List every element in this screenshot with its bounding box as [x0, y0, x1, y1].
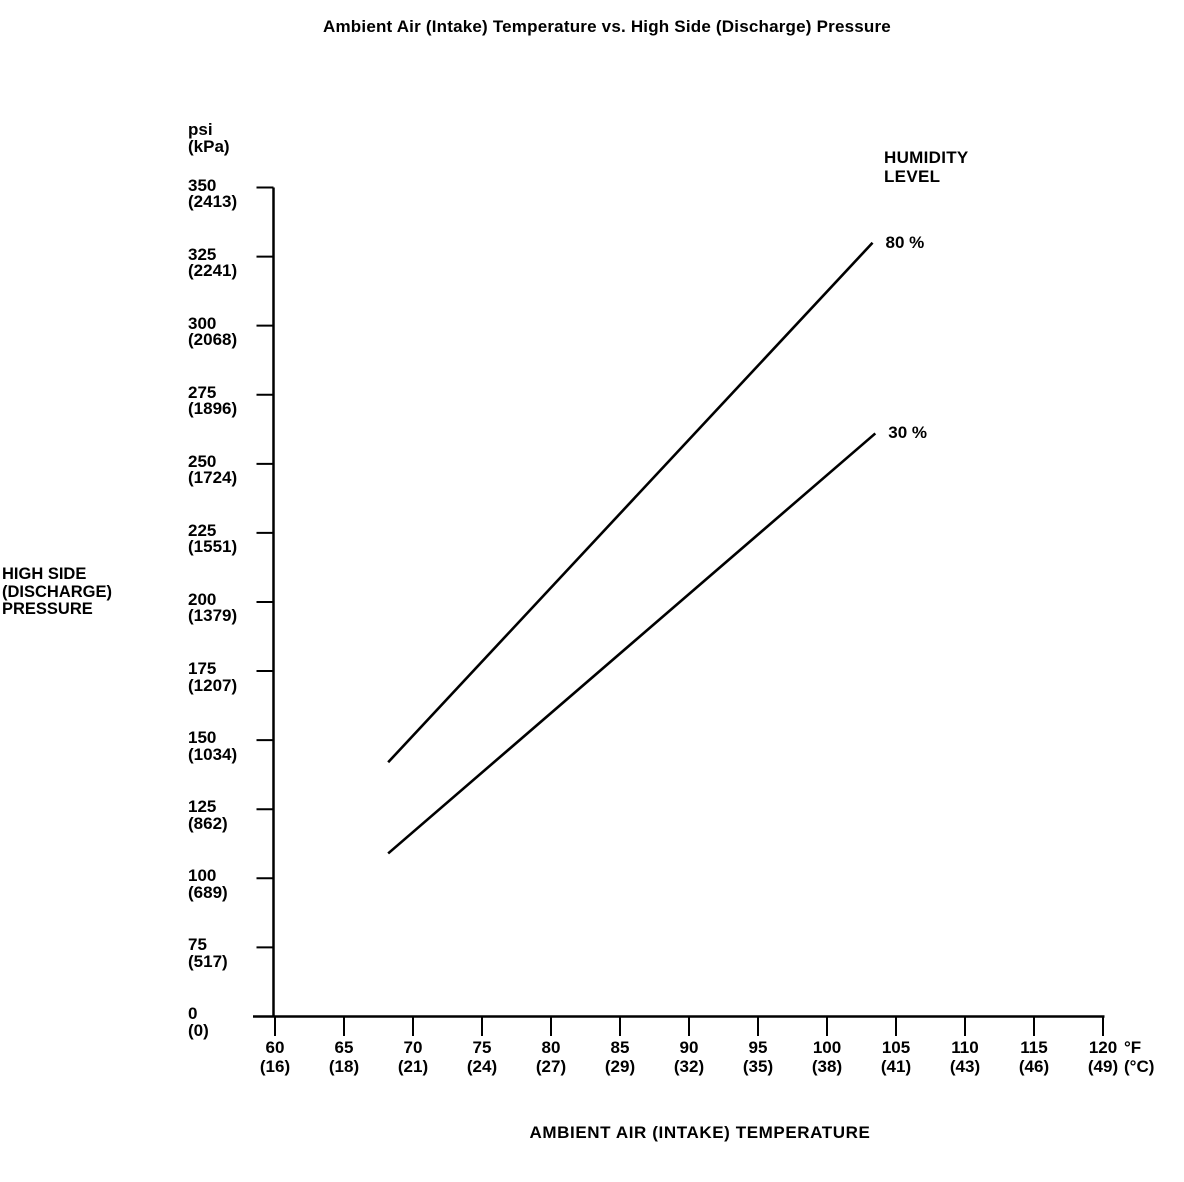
y-tick-label: 200 (1379): [188, 589, 238, 626]
x-tick-c: (43): [949, 1057, 981, 1076]
y-tick-label: 150 (1034): [188, 728, 238, 764]
y-tick-psi: 0: [188, 1004, 198, 1024]
y-tick-label: 325 (2241): [188, 244, 238, 281]
x-tick-label: 65 (18): [302, 1038, 386, 1076]
y-tick-psi: 200: [188, 589, 217, 609]
x-tick-f: 85: [610, 1038, 630, 1057]
y-tick-psi: 175: [188, 659, 217, 679]
y-tick-label: 175 (1207): [188, 659, 238, 695]
y-tick-psi: 250: [188, 451, 217, 471]
x-axis-title: AMBIENT AIR (INTAKE) TEMPERATURE: [529, 1123, 871, 1142]
y-tick-psi: 325: [188, 244, 217, 264]
x-axis-unit-secondary: (°C): [1124, 1057, 1155, 1076]
x-tick-label: 100 (38): [785, 1038, 869, 1076]
y-axis-unit-label: psi (kPa): [188, 121, 230, 155]
y-axis-title: HIGH SIDE (DISCHARGE) PRESSURE: [2, 565, 112, 619]
x-tick-f: 105: [881, 1038, 911, 1057]
y-axis-title-line: (DISCHARGE): [2, 582, 112, 601]
x-tick-c: (46): [1018, 1057, 1050, 1076]
x-tick-label: 110 (43): [923, 1038, 1007, 1076]
y-tick-kpa: (1379): [188, 606, 238, 626]
y-tick-kpa: (1551): [188, 537, 238, 557]
x-tick-c: (27): [535, 1057, 567, 1076]
x-tick-c: (21): [397, 1057, 429, 1076]
legend-title-line: LEVEL: [884, 167, 941, 186]
y-tick-label: 350 (2413): [188, 175, 238, 211]
x-tick-c: (18): [328, 1057, 360, 1076]
x-tick-label: 70 (21): [371, 1038, 455, 1076]
x-tick-c: (29): [604, 1057, 636, 1076]
y-tick-kpa: (517): [188, 951, 228, 971]
x-axis-unit-label: °F (°C): [1124, 1038, 1154, 1076]
x-tick-f: 120: [1088, 1038, 1118, 1057]
x-tick-f: 115: [1020, 1038, 1048, 1057]
x-tick-c: (24): [466, 1057, 498, 1076]
x-tick-f: 60: [265, 1038, 285, 1057]
x-tick-c: (35): [742, 1057, 774, 1076]
x-tick-c: (32): [673, 1057, 705, 1076]
series-line-30: [387, 432, 877, 855]
y-tick-psi: 75: [188, 935, 207, 955]
y-tick-kpa: (862): [188, 813, 228, 833]
y-axis-unit-primary: psi: [188, 120, 213, 139]
y-tick-kpa: (1034): [188, 744, 238, 764]
x-tick-f: 90: [679, 1038, 699, 1057]
y-tick-kpa: (1724): [188, 468, 238, 488]
x-tick-label: 95 (35): [716, 1038, 800, 1076]
y-tick-label: 0 (0): [188, 1006, 209, 1039]
y-tick-psi: 125: [188, 797, 217, 817]
x-tick-f: 110: [951, 1038, 979, 1057]
x-tick-label: 75 (24): [440, 1038, 524, 1076]
x-tick-f: 75: [472, 1038, 492, 1057]
x-tick-c: (49): [1087, 1057, 1119, 1076]
x-tick-label: 60 (16): [233, 1038, 317, 1076]
y-tick-label: 100 (689): [188, 868, 228, 901]
x-tick-f: 65: [334, 1038, 354, 1057]
y-tick-label: 300 (2068): [188, 313, 238, 350]
y-tick-kpa: (2068): [188, 330, 238, 350]
legend-title: HUMIDITY LEVEL: [884, 148, 969, 186]
x-tick-f: 95: [748, 1038, 768, 1057]
x-tick-f: 80: [541, 1038, 561, 1057]
legend-title-line: HUMIDITY: [884, 148, 969, 167]
x-tick-label: 105 (41): [854, 1038, 938, 1076]
series-line-80: [387, 241, 874, 764]
y-tick-psi: 150: [188, 728, 217, 748]
x-tick-label: 85 (29): [578, 1038, 662, 1076]
y-tick-psi: 275: [188, 382, 217, 402]
y-tick-kpa: (689): [188, 882, 228, 902]
y-tick-kpa: (1207): [188, 675, 238, 695]
x-axis-unit-primary: °F: [1124, 1038, 1142, 1057]
y-tick-kpa: (1896): [188, 399, 238, 419]
y-tick-label: 250 (1724): [188, 451, 238, 488]
y-tick-psi: 225: [188, 520, 217, 540]
y-tick-label: 275 (1896): [188, 382, 238, 419]
y-tick-label: 75 (517): [188, 937, 228, 970]
y-axis-unit-secondary: (kPa): [188, 137, 230, 156]
x-tick-f: 70: [403, 1038, 423, 1057]
x-tick-label: 90 (32): [647, 1038, 731, 1076]
x-tick-label: 80 (27): [509, 1038, 593, 1076]
x-tick-c: (38): [811, 1057, 843, 1076]
y-tick-label: 225 (1551): [188, 520, 238, 557]
x-tick-label: 120 (49): [1061, 1038, 1145, 1076]
y-axis-title-line: HIGH SIDE: [2, 565, 87, 583]
y-tick-psi: 300: [188, 313, 217, 333]
x-tick-c: (41): [880, 1057, 912, 1076]
chart-title: Ambient Air (Intake) Temperature vs. Hig…: [323, 17, 891, 36]
y-tick-label: 125 (862): [188, 797, 228, 833]
y-tick-psi: 350: [188, 175, 217, 195]
series-label-80: 80 %: [885, 232, 925, 252]
y-tick-kpa: (2413): [188, 192, 238, 211]
y-tick-kpa: (0): [188, 1020, 209, 1040]
x-tick-label: 115 (46): [992, 1038, 1076, 1076]
series-label-30: 30 %: [888, 423, 928, 443]
y-tick-psi: 100: [188, 866, 217, 886]
x-tick-c: (16): [259, 1057, 291, 1076]
y-axis-title-line: PRESSURE: [2, 600, 93, 618]
x-tick-f: 100: [812, 1038, 842, 1057]
y-tick-kpa: (2241): [188, 261, 238, 281]
